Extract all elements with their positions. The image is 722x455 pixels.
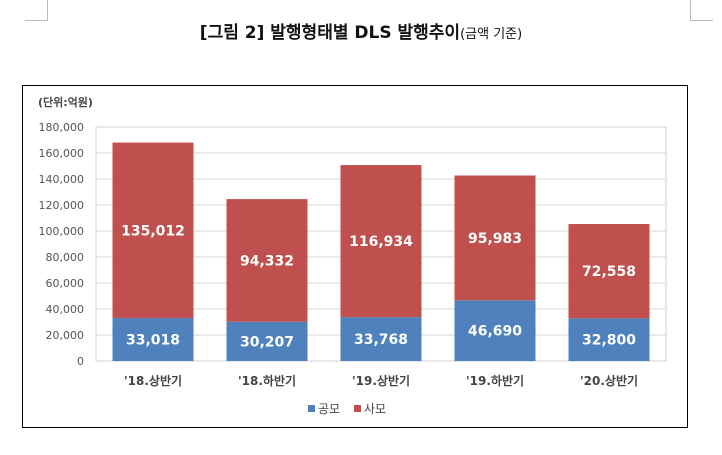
chart-frame (22, 85, 688, 428)
data-label: 72,558 (582, 264, 636, 280)
data-label: 32,800 (582, 333, 636, 349)
x-tick-label: '18.상반기 (124, 373, 182, 388)
y-tick-label: 140,000 (39, 173, 85, 186)
y-tick-label: 0 (77, 355, 84, 368)
legend-swatch (308, 405, 315, 412)
data-label: 33,018 (126, 333, 180, 349)
y-tick-label: 40,000 (46, 303, 85, 316)
data-label: 95,983 (468, 231, 522, 247)
figure-title: [그림 2] 발행형태별 DLS 발행추이(금액 기준) (0, 18, 722, 43)
bar-private (454, 175, 536, 301)
unit-label: (단위:억원) (38, 95, 93, 109)
bar-public (226, 321, 308, 361)
y-tick-label: 120,000 (39, 199, 85, 212)
x-tick-label: '20.상반기 (580, 373, 638, 388)
data-label: 116,934 (349, 234, 413, 250)
bar-private (568, 224, 650, 319)
page-corner-mark (25, 0, 48, 21)
data-label: 135,012 (121, 223, 185, 239)
data-label: 30,207 (240, 334, 294, 350)
legend-label: 사모 (364, 402, 386, 416)
y-tick-label: 180,000 (39, 121, 85, 134)
x-tick-label: '18.하반기 (238, 373, 296, 388)
y-tick-label: 60,000 (46, 277, 85, 290)
bar-public (454, 300, 536, 361)
x-tick-label: '19.하반기 (466, 373, 524, 388)
bar-public (112, 318, 194, 361)
y-tick-label: 100,000 (39, 225, 85, 238)
y-tick-label: 20,000 (46, 329, 85, 342)
legend-swatch (354, 405, 361, 412)
legend-label: 공모 (318, 402, 340, 416)
x-tick-label: '19.상반기 (352, 373, 410, 388)
bar-private (112, 142, 194, 319)
title-main: [그림 2] 발행형태별 DLS 발행추이 (199, 23, 461, 43)
data-label: 46,690 (468, 324, 522, 340)
y-tick-label: 160,000 (39, 147, 85, 160)
bar-private (226, 199, 308, 322)
data-label: 33,768 (354, 332, 408, 348)
title-sub: (금액 기준) (460, 27, 523, 42)
bar-private (340, 165, 422, 318)
bar-public (568, 318, 650, 361)
page-corner-mark (690, 0, 713, 21)
bar-public (340, 317, 422, 361)
data-label: 94,332 (240, 253, 294, 269)
y-tick-label: 80,000 (46, 251, 85, 264)
